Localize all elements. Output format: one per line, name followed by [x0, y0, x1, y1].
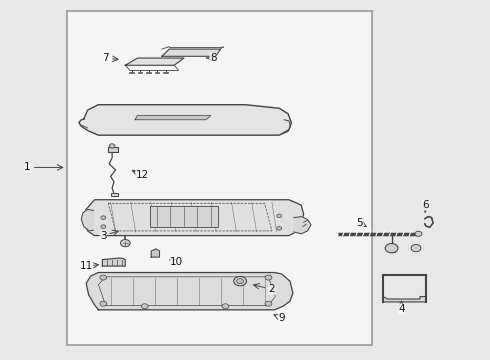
Circle shape [142, 304, 148, 309]
Text: 3: 3 [100, 231, 107, 240]
Bar [111, 193, 119, 196]
Text: 2: 2 [269, 284, 275, 294]
Polygon shape [79, 105, 292, 135]
Circle shape [277, 214, 282, 218]
Bar [150, 206, 218, 226]
Circle shape [265, 301, 272, 306]
Text: 6: 6 [422, 200, 429, 210]
Polygon shape [383, 297, 426, 302]
Circle shape [222, 304, 229, 309]
Polygon shape [162, 49, 220, 56]
Text: 12: 12 [136, 170, 149, 180]
Circle shape [109, 144, 115, 148]
Text: 4: 4 [398, 304, 405, 314]
Circle shape [100, 275, 107, 280]
Circle shape [100, 301, 107, 306]
Text: 1: 1 [24, 162, 31, 172]
Bar [155, 72, 159, 73]
Polygon shape [151, 249, 159, 257]
Polygon shape [294, 217, 311, 234]
Circle shape [101, 225, 106, 228]
Circle shape [277, 226, 282, 230]
Bar [129, 72, 134, 73]
Text: 5: 5 [357, 218, 363, 228]
Circle shape [101, 216, 106, 220]
Polygon shape [81, 210, 94, 231]
Polygon shape [102, 258, 125, 266]
Text: 7: 7 [102, 53, 109, 63]
Polygon shape [84, 200, 304, 235]
Polygon shape [135, 116, 211, 120]
Circle shape [121, 239, 130, 247]
Bar [108, 147, 118, 152]
Polygon shape [125, 58, 184, 65]
Text: 8: 8 [210, 53, 217, 63]
Polygon shape [86, 273, 293, 310]
Circle shape [411, 244, 421, 252]
Circle shape [385, 243, 398, 253]
Circle shape [265, 275, 272, 280]
Text: 9: 9 [278, 313, 285, 323]
Circle shape [234, 276, 246, 286]
Bar [147, 72, 151, 73]
Bar [138, 72, 143, 73]
Text: 11: 11 [79, 261, 93, 271]
Circle shape [237, 279, 244, 284]
Circle shape [415, 231, 422, 236]
Text: 10: 10 [170, 257, 183, 267]
Bar [163, 72, 168, 73]
Bar [67, 12, 372, 345]
